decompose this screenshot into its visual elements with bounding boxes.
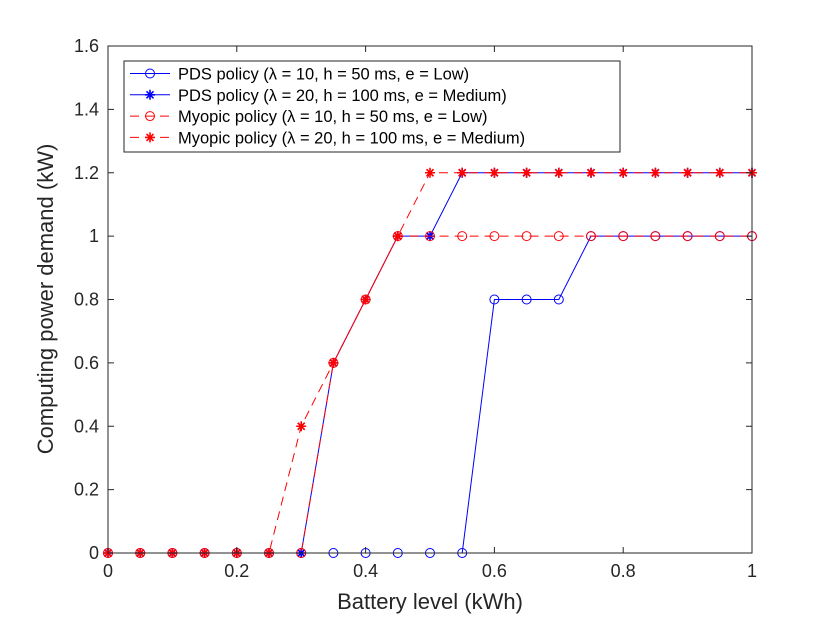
data-point: [489, 167, 500, 178]
data-point: [521, 231, 532, 242]
x-tick-label: 0.2: [224, 561, 249, 581]
y-tick-label: 1.2: [74, 163, 99, 183]
y-tick-label: 0.4: [74, 416, 99, 436]
y-tick-label: 1: [89, 226, 99, 246]
data-point: [360, 294, 371, 305]
data-point: [553, 231, 564, 242]
y-tick-label: 1.4: [74, 99, 99, 119]
data-point: [618, 231, 629, 242]
legend-entry: PDS policy (λ = 10, h = 50 ms, e = Low): [130, 66, 469, 84]
legend: PDS policy (λ = 10, h = 50 ms, e = Low) P…: [123, 60, 621, 153]
x-tick-label: 0: [103, 561, 113, 581]
legend-entry: PDS policy (λ = 20, h = 100 ms, e = Medi…: [130, 87, 507, 105]
data-point: [682, 231, 693, 242]
ticks-layer: 0 0.2 0.4 0.6 0.8 1 0 0.2 0.4 0.6 0.8 1 1.2 1.4 1.6: [74, 36, 757, 581]
x-tick-label: 1: [747, 561, 757, 581]
data-point: [392, 231, 403, 242]
legend-label: Myopic policy (λ = 10, h = 50 ms, e = Lo…: [178, 108, 488, 126]
data-point: [586, 167, 596, 178]
data-point: [425, 231, 435, 242]
data-point: [425, 167, 435, 178]
legend-entry: Myopic policy (λ = 20, h = 100 ms, e = M…: [130, 129, 525, 147]
legend-marker: [145, 89, 155, 100]
data-point: [296, 421, 307, 432]
y-tick-label: 0.2: [74, 480, 99, 500]
legend-label: PDS policy (λ = 10, h = 50 ms, e = Low): [178, 66, 469, 84]
x-tick-label: 0.4: [353, 561, 378, 581]
data-point: [489, 294, 500, 305]
data-point: [682, 167, 693, 178]
data-point: [553, 167, 564, 178]
y-tick-label: 1.6: [74, 36, 99, 56]
data-point: [489, 231, 500, 242]
x-tick-label: 0.6: [482, 561, 507, 581]
legend-marker: [145, 132, 155, 143]
data-point: [650, 167, 661, 178]
data-point: [328, 357, 339, 368]
data-point: [457, 231, 468, 242]
legend-marker: [145, 111, 155, 122]
legend-entry: Myopic policy (λ = 10, h = 50 ms, e = Lo…: [130, 108, 488, 126]
data-point: [553, 294, 564, 305]
data-point: [618, 167, 629, 178]
axes-box: [107, 45, 753, 554]
data-point: [457, 167, 468, 178]
legend-label: Myopic policy (λ = 20, h = 100 ms, e = M…: [178, 129, 525, 147]
y-tick-label: 0.6: [74, 353, 99, 373]
y-axis-label: Computing power demand (kW): [33, 144, 58, 455]
y-tick-label: 0.8: [74, 290, 99, 310]
data-point: [650, 231, 661, 242]
data-point: [586, 231, 596, 242]
data-point: [521, 167, 532, 178]
legend-marker: [145, 68, 155, 79]
legend-label: PDS policy (λ = 20, h = 100 ms, e = Medi…: [178, 87, 507, 105]
data-point: [714, 167, 725, 178]
x-axis-label: Battery level (kWh): [337, 589, 523, 614]
y-tick-label: 0: [89, 543, 99, 563]
legend-box: [123, 60, 621, 153]
data-point: [521, 294, 532, 305]
data-point: [714, 231, 725, 242]
x-tick-label: 0.8: [611, 561, 636, 581]
